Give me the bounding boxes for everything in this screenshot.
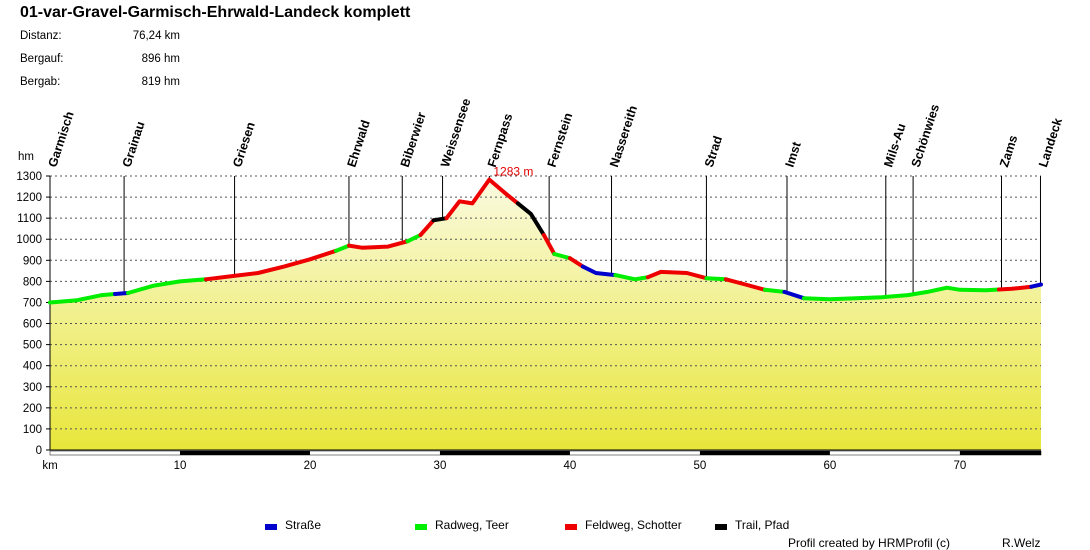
- credit-text: Profil created by HRMProfil (c): [788, 536, 951, 550]
- stat-ascent: Bergauf: 896 hm: [20, 53, 180, 76]
- legend-label: Trail, Pfad: [735, 518, 790, 532]
- profile-area: [50, 179, 1041, 450]
- legend-label: Feldweg, Schotter: [585, 518, 682, 532]
- y-tick-label: 200: [23, 403, 42, 415]
- place-label: Strad: [702, 134, 725, 169]
- profile-segment: [762, 287, 787, 294]
- x-tick-label: 50: [694, 460, 707, 472]
- stat-descent: Bergab: 819 hm: [20, 76, 180, 99]
- y-tick-label: 300: [23, 382, 42, 394]
- y-tick-label: 700: [23, 297, 42, 309]
- legend-label: Straße: [285, 518, 322, 532]
- page-title: 01-var-Gravel-Garmisch-Ehrwald-Landeck k…: [20, 4, 411, 21]
- profile-segment: [782, 289, 806, 301]
- profile-segment: [704, 276, 728, 282]
- stats-block: Distanz: 76,24 km Bergauf: 896 hm Bergab…: [20, 30, 180, 99]
- place-label: Griesen: [230, 120, 258, 169]
- profile-segment: [418, 218, 436, 237]
- profile-segment: [334, 243, 351, 253]
- place-label: Garmisch: [46, 110, 77, 169]
- y-tick-label: 1000: [16, 234, 42, 246]
- x-tick-label: 60: [824, 460, 837, 472]
- profile-segment: [996, 284, 1034, 292]
- y-tick-label: 0: [36, 445, 42, 457]
- profile-segment: [444, 177, 520, 221]
- y-axis-label: hm: [18, 151, 34, 163]
- profile-segment: [431, 216, 449, 223]
- legend-label: Radweg, Teer: [435, 518, 509, 532]
- scale-band-block: [699, 451, 830, 455]
- profile-segment: [801, 285, 1001, 302]
- legend-swatch: [265, 524, 277, 530]
- y-tick-label: 400: [23, 361, 42, 373]
- place-label: Biberwier: [398, 110, 429, 169]
- profile-segment: [515, 201, 546, 237]
- scale-band-block: [439, 451, 570, 455]
- x-tick-label: 70: [953, 460, 966, 472]
- stat-label: Bergab:: [20, 76, 61, 88]
- profile-segment: [552, 252, 572, 261]
- place-label: Ehrwald: [345, 118, 373, 169]
- legend-swatch: [715, 524, 727, 530]
- y-tick-label: 900: [23, 255, 42, 267]
- profile-segment: [580, 264, 618, 278]
- place-label: Grainau: [120, 120, 148, 169]
- place-label: Fernstein: [545, 111, 576, 169]
- y-tick-label: 600: [23, 319, 42, 331]
- profile-segment: [567, 256, 585, 269]
- place-label: Landeck: [1036, 116, 1065, 169]
- legend-swatch: [415, 524, 427, 530]
- place-label: Weissensee: [438, 97, 473, 169]
- stat-value: 76,24 km: [132, 30, 180, 42]
- stat-label: Bergauf:: [20, 53, 64, 65]
- stat-distance: Distanz: 76,24 km: [20, 30, 180, 53]
- stat-value: 819 hm: [141, 76, 180, 88]
- y-tick-label: 1200: [16, 192, 42, 204]
- y-tick-label: 500: [23, 340, 42, 352]
- profile-segment: [113, 291, 130, 296]
- profile-segment: [48, 292, 117, 305]
- profile-segment: [126, 277, 208, 295]
- place-label: Mils-Au: [881, 122, 908, 169]
- legend-swatch: [565, 524, 577, 530]
- x-tick-label: 30: [434, 460, 447, 472]
- place-label: Imst: [783, 139, 805, 169]
- profile-segment: [613, 273, 650, 282]
- profile-segment: [347, 239, 410, 250]
- profile-segment: [723, 277, 767, 292]
- y-tick-label: 1100: [17, 213, 42, 225]
- x-tick-label: 40: [564, 460, 577, 472]
- profile-segment: [541, 233, 557, 256]
- x-tick-label: 10: [174, 460, 187, 472]
- scale-band-block: [179, 451, 310, 455]
- place-label: Schönwies: [909, 102, 943, 168]
- profile-segment: [405, 233, 423, 244]
- max-elevation-label: 1283 m: [493, 165, 533, 179]
- y-tick-label: 800: [23, 276, 42, 288]
- profile-segment: [645, 269, 709, 281]
- scale-band-block: [959, 451, 1041, 455]
- profile-segment: [204, 248, 338, 282]
- y-tick-label: 100: [23, 424, 42, 436]
- scale-band-frame: [49, 450, 1042, 456]
- x-tick-label: km: [42, 460, 57, 472]
- place-label: Zams: [997, 133, 1020, 168]
- author-text: R.Welz: [1002, 536, 1041, 550]
- stat-value: 896 hm: [141, 53, 180, 65]
- place-label: Nassereith: [607, 104, 640, 169]
- place-label: Fernpass: [485, 112, 516, 169]
- stat-label: Distanz:: [20, 30, 62, 42]
- profile-segment: [1029, 282, 1043, 289]
- x-tick-label: 20: [304, 460, 317, 472]
- y-tick-label: 1300: [16, 171, 42, 183]
